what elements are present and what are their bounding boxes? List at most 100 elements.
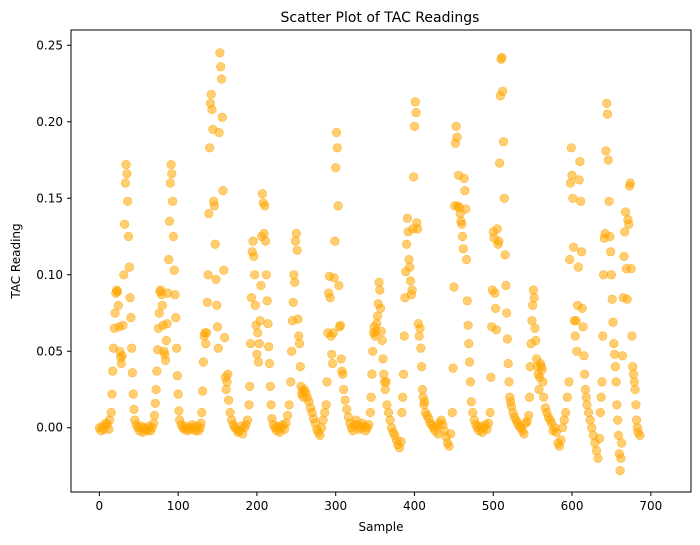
data-point: [220, 332, 230, 343]
data-point: [528, 285, 539, 295]
data-point: [396, 436, 406, 447]
data-point: [196, 418, 206, 428]
data-point: [149, 410, 160, 421]
data-point: [385, 415, 395, 425]
data-point: [603, 155, 613, 165]
y-tick-label: 0.20: [36, 115, 63, 129]
data-point: [123, 231, 134, 242]
data-point: [409, 172, 419, 182]
data-point: [537, 365, 547, 375]
data-point: [381, 377, 391, 387]
data-point: [402, 213, 413, 223]
data-point: [214, 127, 224, 138]
data-point: [594, 433, 605, 444]
data-point: [565, 254, 575, 265]
data-point: [256, 280, 266, 291]
data-point: [504, 377, 514, 387]
data-point: [531, 335, 541, 346]
data-point: [576, 247, 587, 257]
data-point: [294, 339, 305, 349]
data-point: [417, 362, 427, 372]
data-point: [169, 265, 179, 275]
data-point: [459, 173, 469, 183]
data-point: [259, 228, 269, 239]
data-point: [106, 407, 116, 418]
data-point: [611, 377, 621, 387]
data-point: [630, 384, 640, 395]
data-point: [322, 377, 332, 387]
data-point: [466, 397, 476, 407]
data-point: [257, 189, 268, 199]
data-point: [460, 186, 470, 196]
data-point: [250, 270, 260, 280]
data-point: [368, 346, 378, 356]
data-point: [339, 384, 349, 395]
data-point: [529, 293, 539, 303]
data-point: [253, 357, 264, 367]
data-point: [465, 357, 475, 367]
data-point: [501, 280, 511, 291]
data-point: [284, 400, 294, 410]
data-point: [376, 303, 386, 314]
data-point: [498, 86, 508, 96]
data-point: [382, 400, 392, 410]
data-point: [264, 358, 275, 369]
data-point: [222, 377, 232, 387]
data-point: [161, 335, 171, 346]
data-point: [414, 331, 424, 341]
data-point: [171, 313, 181, 323]
data-point: [503, 358, 513, 369]
data-point: [562, 392, 572, 402]
x-tick-label: 200: [245, 499, 268, 513]
data-point: [551, 427, 561, 437]
data-point: [223, 369, 233, 379]
data-point: [325, 293, 335, 303]
data-point: [457, 231, 468, 242]
data-point: [166, 160, 176, 170]
data-point: [462, 296, 472, 306]
data-point: [212, 300, 222, 311]
data-point: [575, 157, 585, 167]
data-point: [568, 193, 578, 203]
data-point: [202, 297, 212, 307]
data-point: [315, 430, 325, 441]
data-point: [576, 196, 586, 206]
data-point: [596, 392, 606, 402]
data-point: [468, 407, 478, 418]
data-point: [104, 415, 115, 425]
data-point: [333, 201, 343, 211]
data-point: [152, 366, 162, 376]
y-tick-label: 0.25: [36, 38, 63, 52]
data-point: [580, 384, 591, 395]
chart-title: Scatter Plot of TAC Readings: [281, 10, 480, 26]
data-point: [108, 366, 118, 376]
data-point: [567, 170, 577, 180]
data-point: [585, 415, 595, 425]
data-point: [502, 334, 513, 344]
data-point: [198, 386, 208, 396]
data-point: [559, 415, 569, 425]
data-point: [572, 346, 582, 356]
data-point: [407, 285, 417, 295]
data-point: [168, 196, 178, 206]
data-point: [209, 201, 219, 211]
data-point: [415, 323, 425, 333]
data-point: [203, 270, 213, 280]
data-point: [598, 270, 609, 280]
x-axis-label: Sample: [359, 520, 404, 534]
data-point: [627, 331, 637, 341]
data-point: [112, 287, 123, 297]
data-point: [607, 294, 617, 304]
data-point: [224, 395, 234, 405]
data-point: [164, 254, 174, 265]
y-tick-label: 0.00: [36, 421, 63, 435]
data-point: [451, 121, 461, 131]
data-point: [447, 407, 457, 418]
data-point: [266, 400, 276, 410]
data-point: [245, 381, 255, 392]
data-point: [255, 316, 265, 326]
data-point: [458, 244, 468, 254]
data-point: [492, 224, 502, 234]
data-point: [121, 160, 131, 170]
